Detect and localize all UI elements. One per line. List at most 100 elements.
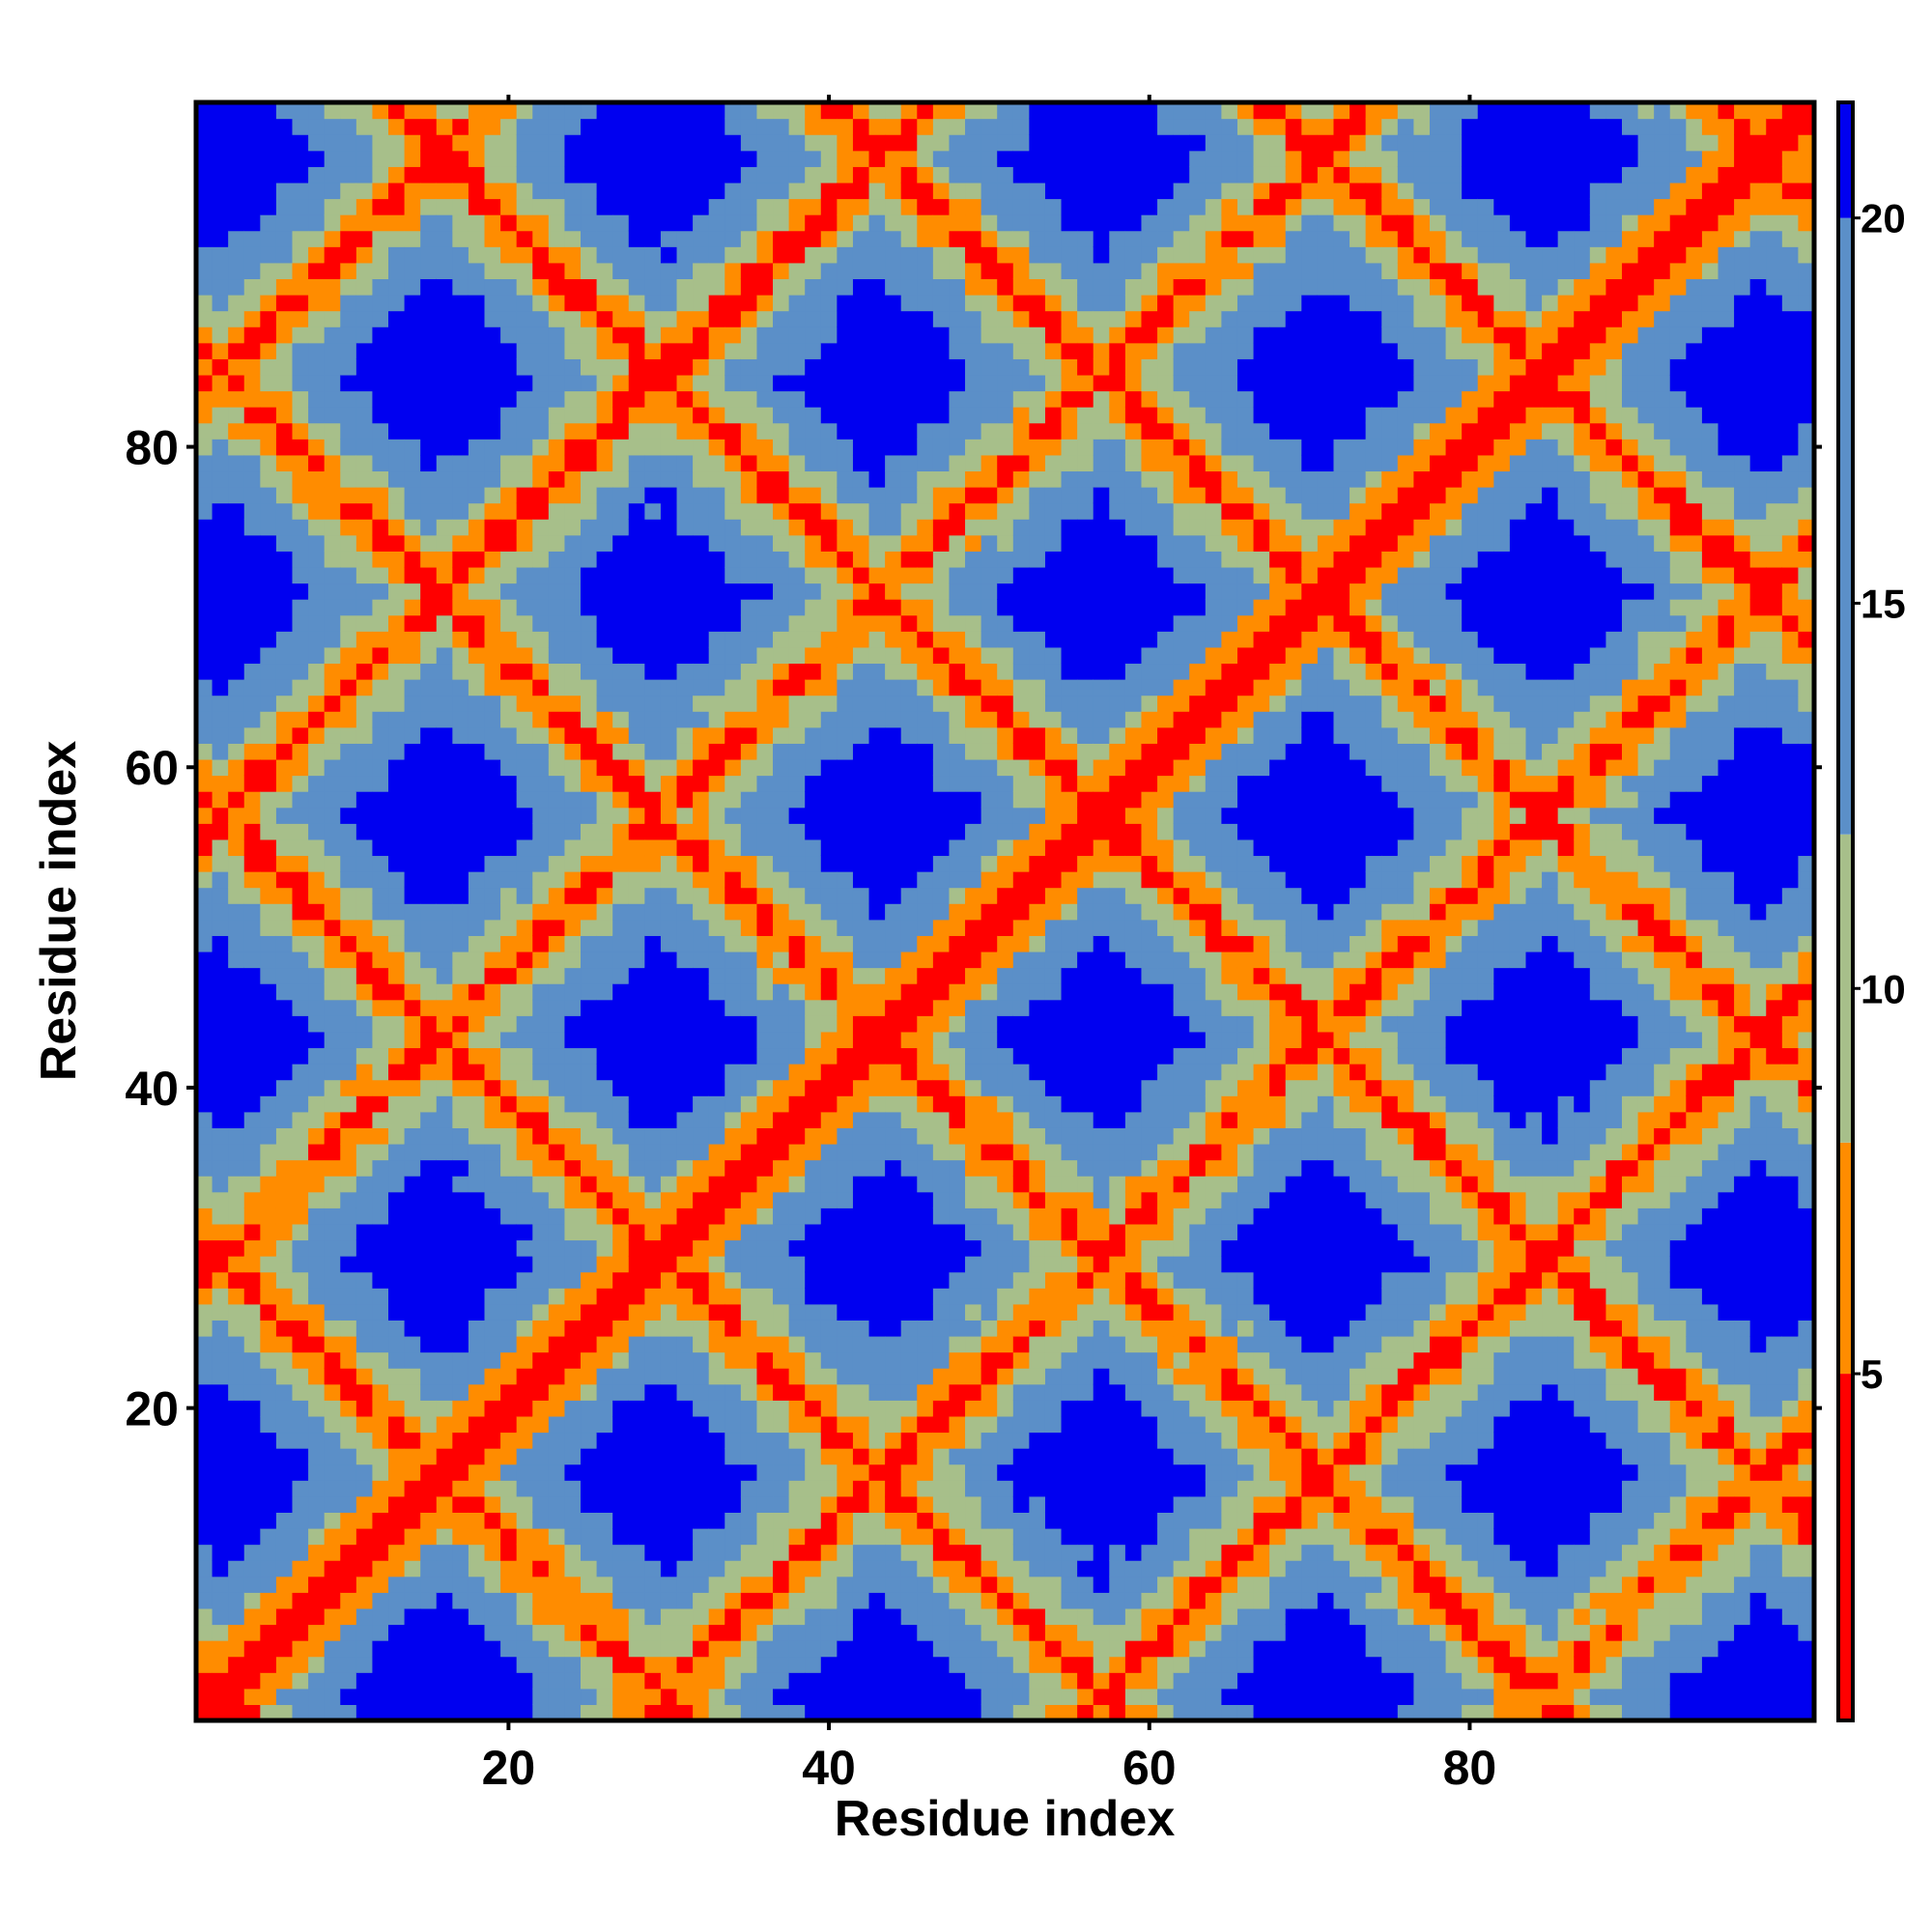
heatmap-cell (292, 1208, 309, 1225)
heatmap-cell (404, 454, 421, 472)
heatmap-cell (564, 582, 582, 600)
heatmap-cell (628, 422, 645, 440)
heatmap-cell (708, 454, 725, 472)
heatmap-cell (660, 887, 678, 904)
heatmap-cell (837, 390, 854, 408)
heatmap-cell (596, 582, 613, 600)
heatmap-cell (404, 166, 421, 184)
heatmap-cell (404, 1672, 421, 1690)
heatmap-cell (355, 118, 374, 135)
heatmap-cell (885, 534, 902, 552)
heatmap-cell (436, 374, 453, 392)
heatmap-cell (949, 1368, 966, 1385)
heatmap-cell (500, 1111, 518, 1128)
heatmap-cell (885, 1015, 902, 1033)
heatmap-cell (676, 1607, 694, 1626)
heatmap-cell (308, 246, 326, 264)
heatmap-cell (852, 791, 870, 809)
heatmap-cell (837, 407, 854, 424)
heatmap-cell (868, 1560, 886, 1577)
heatmap-cell (708, 1415, 725, 1434)
heatmap-cell (228, 1704, 245, 1721)
heatmap-cell (388, 327, 406, 344)
heatmap-cell (275, 102, 294, 120)
heatmap-cell (420, 390, 438, 408)
heatmap-cell (228, 439, 245, 456)
heatmap-cell (965, 967, 982, 984)
heatmap-cell (837, 1191, 854, 1208)
heatmap-cell (693, 855, 710, 872)
heatmap-cell (404, 1320, 421, 1337)
heatmap-cell (196, 1111, 213, 1128)
heatmap-cell (292, 1320, 309, 1337)
heatmap-cell (820, 758, 838, 777)
heatmap-cell (917, 1176, 934, 1193)
heatmap-cell (388, 582, 406, 600)
heatmap-cell (404, 679, 421, 696)
heatmap-cell (355, 1688, 374, 1706)
heatmap-cell (917, 1463, 934, 1481)
heatmap-cell (949, 726, 966, 744)
heatmap-cell (820, 1079, 838, 1096)
heatmap-cell (372, 1159, 389, 1177)
heatmap-cell (837, 1463, 854, 1481)
heatmap-cell (644, 935, 662, 952)
heatmap-cell (724, 454, 742, 472)
heatmap-cell (773, 1239, 790, 1257)
heatmap-cell (484, 439, 501, 456)
heatmap-cell (980, 1127, 998, 1145)
heatmap-cell (628, 454, 645, 472)
heatmap-cell (900, 519, 918, 536)
heatmap-cell (949, 150, 966, 167)
heatmap-cell (436, 310, 453, 327)
heatmap-cell (868, 1383, 886, 1401)
heatmap-cell (564, 1368, 582, 1385)
heatmap-cell (868, 855, 886, 872)
heatmap-cell (885, 919, 902, 936)
heatmap-cell (564, 342, 582, 359)
heatmap-cell (484, 631, 501, 648)
heatmap-cell (275, 1176, 294, 1193)
heatmap-cell (340, 1111, 357, 1128)
heatmap-cell (965, 1624, 982, 1641)
heatmap-cell (548, 1432, 566, 1449)
heatmap-cell (773, 1560, 790, 1577)
heatmap-cell (628, 1656, 645, 1673)
heatmap-cell (468, 246, 486, 264)
heatmap-cell (243, 1656, 261, 1673)
heatmap-cell (612, 1143, 630, 1161)
heatmap-cell (965, 1271, 982, 1289)
heatmap-cell (612, 951, 630, 969)
heatmap-cell (708, 1368, 725, 1385)
heatmap-cell (372, 310, 389, 327)
heatmap-cell (212, 166, 229, 184)
heatmap-cell (420, 374, 438, 392)
heatmap-cell (788, 519, 806, 536)
heatmap-cell (885, 1463, 902, 1481)
heatmap-cell (900, 166, 918, 184)
heatmap-cell (805, 1607, 822, 1626)
heatmap-cell (596, 1383, 613, 1401)
heatmap-cell (900, 695, 918, 712)
heatmap-cell (917, 871, 934, 889)
heatmap-cell (260, 1688, 277, 1706)
heatmap-cell (676, 1400, 694, 1417)
heatmap-cell (212, 1095, 229, 1113)
heatmap-cell (820, 295, 838, 312)
heatmap-cell (243, 1448, 261, 1465)
heatmap-cell (420, 1527, 438, 1546)
heatmap-cell (532, 358, 550, 376)
heatmap-cell (596, 214, 613, 232)
heatmap-cell (468, 342, 486, 359)
heatmap-cell (532, 534, 550, 552)
heatmap-cell (340, 1656, 357, 1673)
heatmap-cell (308, 1143, 326, 1161)
heatmap-cell (917, 1271, 934, 1289)
heatmap-cell (548, 342, 566, 359)
heatmap-cell (340, 1159, 357, 1177)
heatmap-cell (644, 230, 662, 247)
heatmap-cell (484, 1624, 501, 1641)
heatmap-cell (773, 1303, 790, 1321)
heatmap-cell (788, 182, 806, 200)
heatmap-cell (260, 1351, 277, 1369)
